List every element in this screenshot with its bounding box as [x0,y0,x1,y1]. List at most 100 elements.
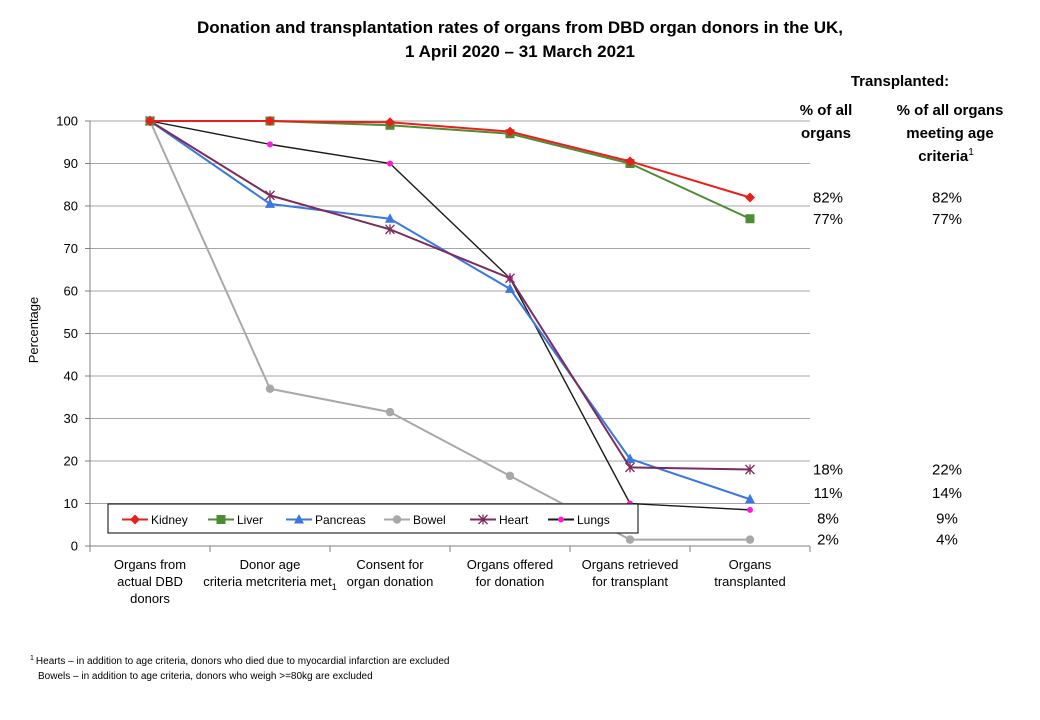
col1-header-line1: % of all [800,102,853,119]
bowel-line [149,120,750,541]
legend-swatch-marker [478,514,488,525]
pct-age-criteria: 22% [932,462,962,479]
heart-point [625,462,635,473]
legend-label: Pancreas [315,513,366,527]
heart-point [745,464,755,475]
pct-age-criteria: 14% [932,485,962,502]
legend-label: Kidney [151,513,188,527]
heart-point [385,224,395,235]
x-category-label-text: criteria met [267,574,332,589]
col2-header-sup: 1 [968,147,974,158]
kidney-point [625,156,635,167]
y-tick-label: 40 [64,369,78,384]
x-category-label: actual DBD [117,574,183,589]
x-category-label: Organs from [114,557,186,572]
x-category-label: for transplant [592,574,668,589]
lungs-line [149,120,751,511]
x-category-label: Organs retrieved [582,557,679,572]
pancreas-point [625,453,635,463]
kidney-point [505,126,515,137]
pancreas-point [265,198,275,208]
legend-swatch-marker [216,515,226,524]
heart-line [149,120,751,471]
x-category-label: Donor age [240,557,301,572]
col1-header-line2: organs [801,125,851,142]
x-category-label: organ donation [347,574,434,589]
footnote: Bowels – in addition to age criteria, do… [38,671,373,682]
x-category-label: criteria metcriteria met1 [203,574,337,592]
col2-header-line3: criteria1 [918,147,974,165]
x-category-label: transplanted [714,574,786,589]
y-tick-label: 70 [64,241,78,256]
chart-subtitle: 1 April 2020 – 31 March 2021 [405,42,635,61]
legend-item-lungs: Lungs [548,513,610,527]
pct-age-criteria: 4% [936,532,958,549]
x-category-label: Organs offered [467,557,553,572]
x-category-label: Consent for [356,557,424,572]
pct-all-organs: 2% [817,532,839,549]
pct-age-criteria: 77% [932,211,962,228]
y-tick-label: 30 [64,411,78,426]
y-tick-label: 90 [64,156,78,171]
pct-all-organs: 18% [813,462,843,479]
chart-title-group: Donation and transplantation rates of or… [197,18,843,61]
bowel-point [385,407,395,417]
y-tick-label: 80 [64,199,78,214]
footnote-sup: 1 [30,655,34,662]
heart-point [505,273,515,284]
heart-point [265,190,275,201]
series-lines [145,115,755,544]
liver-point [745,214,755,224]
pct-age-criteria: 82% [932,190,962,207]
kidney-point [745,192,755,203]
legend-item-heart: Heart [470,513,529,527]
x-axis [89,121,811,552]
bowel-point [745,535,755,544]
legend-swatch-marker [130,514,140,525]
y-axis-label: Percentage [26,297,41,364]
transplanted-header: Transplanted: [851,73,949,90]
pancreas-point [505,283,515,293]
col2-header-line2: meeting age [906,125,994,142]
footnote-text: Bowels – in addition to age criteria, do… [38,671,373,682]
y-tick-label: 60 [64,284,78,299]
kidney-point [385,117,395,128]
kidney-point [145,116,155,126]
transplanted-values: 82% 82% 77% 77% 18% 22% 11% 14% 8% 9% 2% 4% [813,190,962,549]
legend-item-kidney: Kidney [122,513,188,527]
pct-all-organs: 8% [817,510,839,527]
x-category-sub: 1 [332,582,337,592]
legend-swatch-marker [294,514,304,524]
legend-label: Liver [237,513,263,527]
lungs-point [747,506,753,513]
kidney-line [150,120,751,199]
pct-all-organs: 82% [813,190,843,207]
bowel-point [505,471,515,481]
legend-swatch-marker [392,515,402,524]
col2-header-line1: % of all organs [897,102,1004,119]
pct-all-organs: 11% [814,485,843,502]
footnote: 1 Hearts – in addition to age criteria, d… [30,655,449,667]
pancreas-point [385,213,395,223]
pct-all-organs: 77% [813,211,843,228]
y-tick-label: 10 [64,496,78,511]
pancreas-point [745,493,755,504]
series-heart [145,116,755,475]
legend-item-pancreas: Pancreas [286,513,366,527]
x-category-label: donors [130,591,170,606]
y-tick-label: 0 [71,539,78,554]
transplanted-headers: Transplanted: % of all organs % of all o… [800,73,1004,165]
y-axis-ticks: 0 10 20 30 40 50 60 70 80 90 100 [56,114,90,554]
pct-age-criteria: 9% [936,510,958,527]
legend-item-liver: Liver [208,513,263,527]
legend: Kidney Liver Pancreas Bowel Heart Lungs [107,503,639,534]
gridlines [90,120,810,504]
bowel-point [265,384,275,393]
legend-label: Bowel [413,513,446,527]
lungs-point [387,160,393,167]
kidney-point [265,116,275,126]
legend-label: Heart [499,513,529,527]
series-liver [145,116,755,224]
x-axis-category-labels: Organs from actual DBD donors Donor age crit… [114,557,786,606]
